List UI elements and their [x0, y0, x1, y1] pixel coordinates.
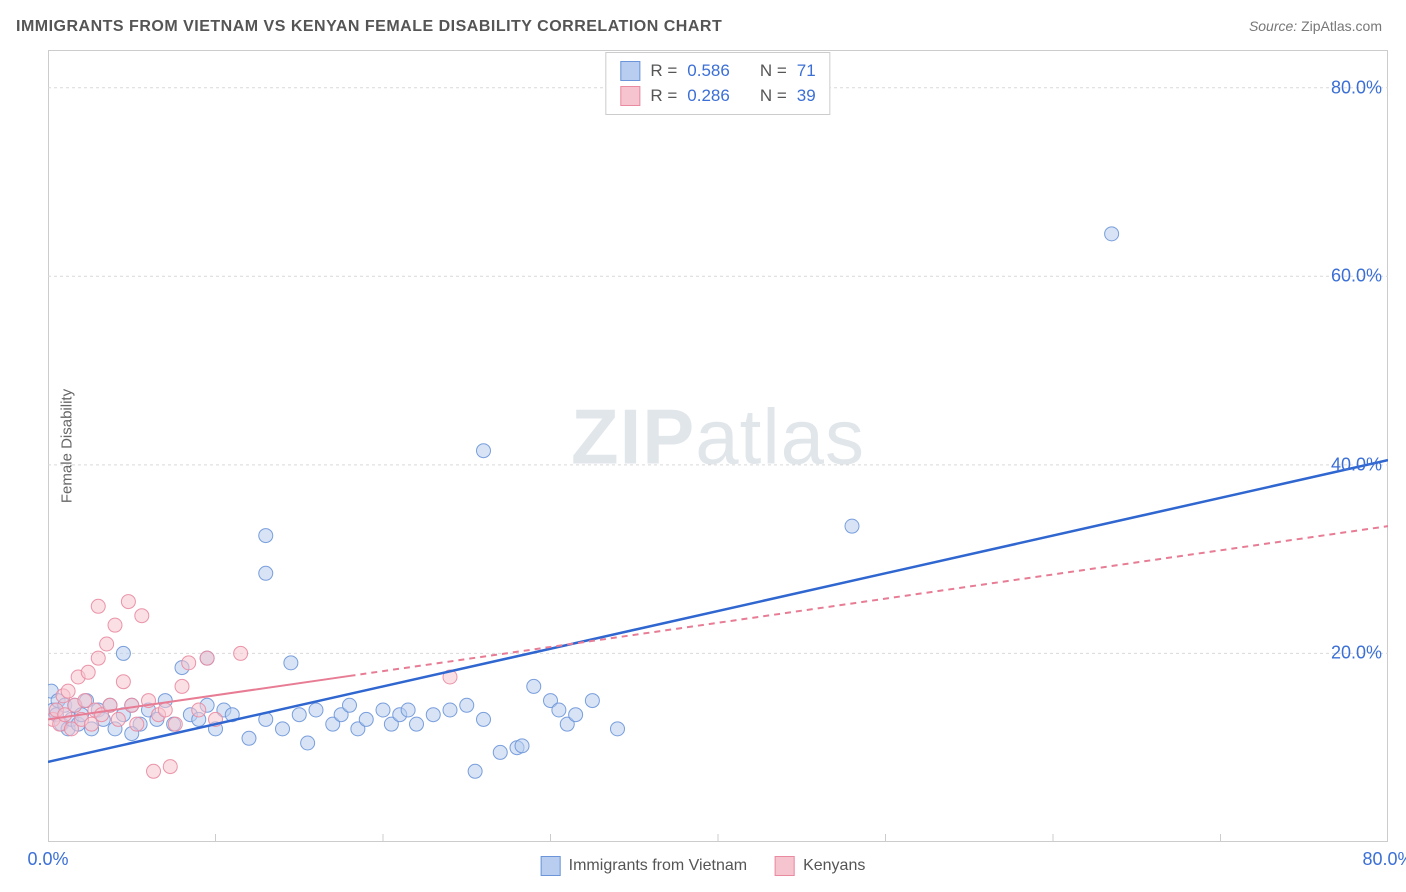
stats-row-vietnam: R = 0.586 N = 71	[620, 59, 815, 84]
n-label: N =	[760, 84, 787, 109]
stats-legend: R = 0.586 N = 71 R = 0.286 N = 39	[605, 52, 830, 115]
r-label: R =	[650, 59, 677, 84]
swatch-kenyan	[620, 86, 640, 106]
n-value-kenyan: 39	[797, 84, 816, 109]
plot-area: ZIPatlas R = 0.586 N = 71 R = 0.286 N = …	[48, 50, 1388, 842]
chart-title: IMMIGRANTS FROM VIETNAM VS KENYAN FEMALE…	[16, 18, 722, 36]
series-legend: Immigrants from Vietnam Kenyans	[541, 856, 866, 876]
x-axis-max: 80.0%	[1362, 849, 1406, 870]
stats-row-kenyan: R = 0.286 N = 39	[620, 84, 815, 109]
swatch-vietnam	[541, 856, 561, 876]
y-axis-tick: 80.0%	[1331, 77, 1382, 98]
scatter-svg	[48, 50, 1388, 842]
legend-item-kenyan: Kenyans	[775, 856, 865, 876]
legend-label-vietnam: Immigrants from Vietnam	[569, 857, 747, 875]
n-value-vietnam: 71	[797, 59, 816, 84]
n-label: N =	[760, 59, 787, 84]
x-axis-min: 0.0%	[27, 849, 68, 870]
swatch-kenyan	[775, 856, 795, 876]
y-axis-tick: 60.0%	[1331, 266, 1382, 287]
source-name: ZipAtlas.com	[1301, 18, 1382, 34]
legend-label-kenyan: Kenyans	[803, 857, 865, 875]
r-value-kenyan: 0.286	[687, 84, 730, 109]
swatch-vietnam	[620, 61, 640, 81]
source-attribution: Source: ZipAtlas.com	[1249, 18, 1382, 34]
y-axis-tick: 40.0%	[1331, 454, 1382, 475]
y-axis-tick: 20.0%	[1331, 643, 1382, 664]
source-label: Source:	[1249, 18, 1301, 34]
legend-item-vietnam: Immigrants from Vietnam	[541, 856, 747, 876]
r-value-vietnam: 0.586	[687, 59, 730, 84]
r-label: R =	[650, 84, 677, 109]
